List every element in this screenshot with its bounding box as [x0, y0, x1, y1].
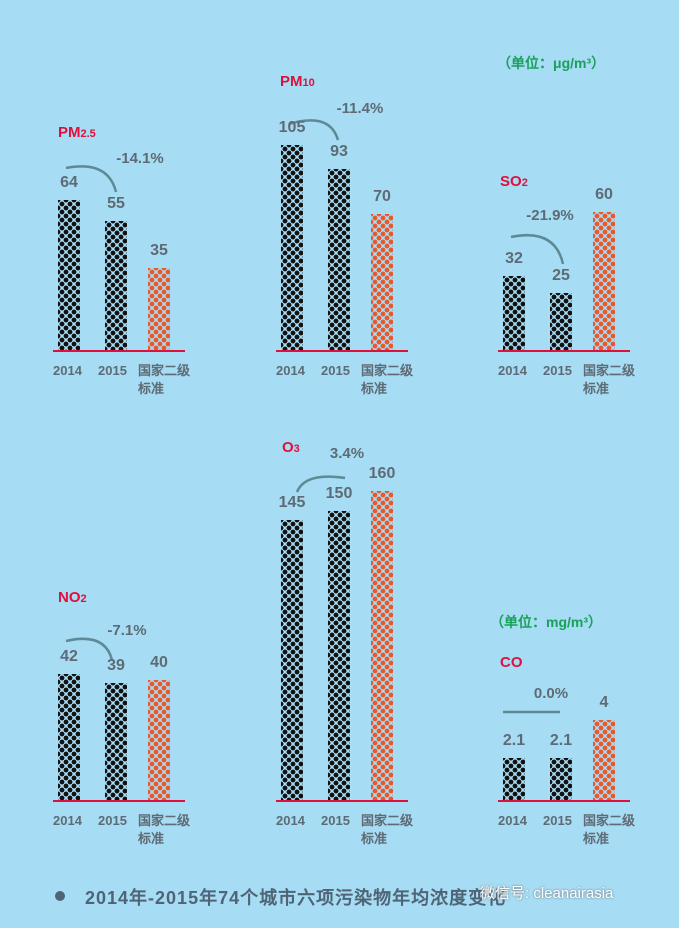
bar-2015: [550, 758, 572, 800]
unit-label-mgm3: （单位：mg/m³）: [490, 614, 602, 630]
change-pm10: -11.4%: [336, 100, 384, 117]
bar-2014: [58, 199, 80, 350]
value-label: 93: [330, 142, 348, 160]
value-label: 25: [552, 266, 570, 284]
value-label: 35: [150, 241, 168, 259]
title-pm10: PM10: [280, 73, 315, 90]
arc-pm10: [288, 119, 340, 141]
chart-o3: 145 2014 150 2015 160 国家二级标准: [276, 465, 413, 846]
change-no2: -7.1%: [107, 622, 147, 639]
change-so2: -21.9%: [526, 207, 574, 224]
bar-2014: [503, 758, 525, 800]
watermark: 微信号: cleanairasia: [480, 885, 614, 902]
value-label: 55: [107, 194, 125, 212]
category-label: 国家二级标准: [361, 363, 414, 396]
category-label: 国家二级标准: [361, 813, 414, 846]
value-label: 150: [325, 484, 353, 502]
value-label: 160: [368, 465, 396, 483]
bar-2014: [281, 145, 303, 350]
arc-o3: [295, 475, 346, 493]
axis-line: [53, 350, 185, 352]
bar-国家二级标准: [593, 720, 615, 800]
category-label: 2014: [276, 813, 305, 828]
value-label: 42: [60, 648, 78, 665]
bar-2014: [503, 276, 525, 350]
caption: 2014年-2015年74个城市六项污染物年均浓度变化: [85, 888, 507, 908]
bar-国家二级标准: [148, 680, 170, 800]
bar-2015: [105, 683, 127, 800]
bar-2015: [328, 168, 350, 350]
value-label: 105: [278, 119, 306, 137]
title-pm25: PM2.5: [58, 124, 96, 141]
bar-国家二级标准: [148, 267, 170, 350]
axis-line: [276, 350, 408, 352]
category-label: 国家二级标准: [138, 813, 191, 846]
bar-2014: [58, 674, 80, 800]
chart-so2: 32 2014 25 2015 60 国家二级标准: [498, 186, 635, 396]
title-so2: SO2: [500, 173, 528, 190]
arc-no2: [65, 637, 114, 661]
title-co: CO: [500, 654, 523, 671]
category-label: 国家二级标准: [583, 363, 636, 396]
category-label: 2014: [53, 813, 82, 828]
value-label: 70: [373, 187, 391, 205]
category-label: 2015: [543, 813, 572, 828]
category-label: 国家二级标准: [583, 813, 636, 846]
arc-so2: [510, 233, 565, 265]
bar-国家二级标准: [371, 213, 393, 350]
category-label: 2014: [498, 813, 527, 828]
bar-国家二级标准: [593, 212, 615, 350]
value-label: 2.1: [502, 732, 526, 749]
change-pm25: -14.1%: [116, 150, 164, 167]
value-label: 40: [150, 654, 168, 671]
value-label: 60: [595, 186, 613, 203]
category-label: 2015: [98, 813, 127, 828]
category-label: 2014: [53, 363, 82, 378]
change-o3: 3.4%: [329, 445, 365, 462]
bar-2015: [328, 510, 350, 800]
change-co: 0.0%: [533, 685, 569, 702]
value-label: 64: [60, 173, 78, 191]
chart-pm25: 64 2014 55 2015 35 国家二级标准: [53, 174, 190, 396]
bullet-icon: [55, 891, 65, 901]
chart-no2: 42 2014 39 2015 40 国家二级标准: [53, 648, 190, 846]
bar-2014: [281, 520, 303, 800]
axis-line: [276, 800, 408, 802]
category-label: 2015: [321, 363, 350, 378]
value-label: 39: [107, 657, 125, 674]
chart-pm10: 105 2014 93 2015 70 国家二级标准: [276, 119, 413, 396]
bar-2015: [105, 220, 127, 350]
value-label: 4: [599, 694, 609, 711]
category-label: 2014: [498, 363, 527, 378]
arc-pm25: [65, 165, 118, 193]
category-label: 国家二级标准: [138, 363, 191, 396]
category-label: 2015: [321, 813, 350, 828]
bar-国家二级标准: [371, 491, 393, 800]
category-label: 2015: [98, 363, 127, 378]
axis-line: [498, 350, 630, 352]
title-o3: O3: [282, 439, 300, 456]
value-label: 2.1: [549, 732, 573, 749]
bar-2015: [550, 292, 572, 350]
title-no2: NO2: [58, 589, 87, 606]
axis-line: [498, 800, 630, 802]
axis-line: [53, 800, 185, 802]
value-label: 145: [278, 494, 306, 512]
unit-label-ugm3: （单位：μg/m³）: [497, 55, 606, 71]
category-label: 2015: [543, 363, 572, 378]
chart-co: 2.1 2014 2.1 2015 4 国家二级标准: [498, 694, 635, 846]
category-label: 2014: [276, 363, 305, 378]
value-label: 32: [505, 250, 523, 268]
